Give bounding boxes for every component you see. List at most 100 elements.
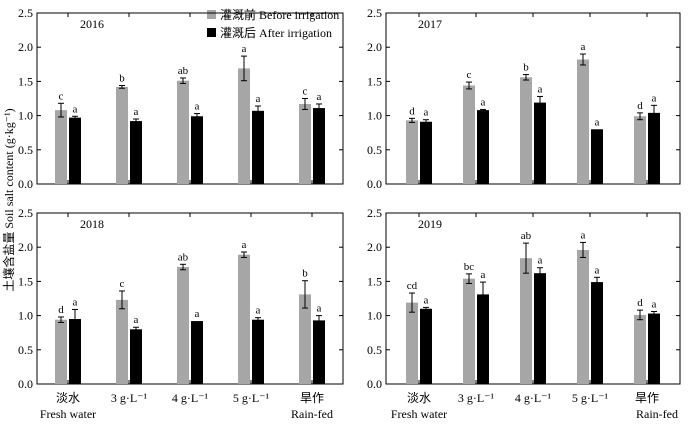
panel-title: 2019	[418, 217, 442, 231]
bar-before	[520, 258, 532, 384]
significance-letter-after: a	[481, 96, 486, 108]
x-label-en-4: Rain-fed	[291, 407, 333, 421]
y-tick-label: 1.0	[18, 309, 33, 323]
significance-letter-before: a	[581, 41, 586, 53]
y-tick-label: 2.0	[367, 40, 382, 54]
y-tick-label: 0.5	[367, 343, 382, 357]
x-label-en-3: 5 g·L⁻¹	[233, 391, 270, 405]
bar-before	[116, 86, 128, 184]
bar-before	[577, 249, 589, 384]
legend: 灌溉前 Before irrigation 灌溉后 After irrigati…	[207, 7, 339, 40]
bar-after	[648, 112, 660, 184]
significance-letter-after: a	[134, 314, 139, 326]
significance-letter-before: a	[242, 239, 247, 251]
y-tick-label: 1.5	[18, 74, 33, 88]
significance-letter-after: a	[424, 294, 429, 306]
bar-before	[463, 278, 475, 384]
bar-after	[130, 121, 142, 184]
bar-after	[591, 129, 603, 184]
legend-swatch-after	[207, 28, 216, 37]
significance-letter-before: b	[523, 62, 529, 74]
significance-letter-after: a	[652, 92, 657, 104]
bar-after	[313, 320, 325, 384]
bar-before	[634, 314, 646, 384]
y-tick-label: 1.0	[367, 309, 382, 323]
y-tick-label: 0.0	[367, 177, 382, 191]
bar-after	[252, 319, 264, 384]
panel-title: 2016	[80, 17, 104, 31]
significance-letter-after: a	[134, 106, 139, 118]
bar-after	[534, 273, 546, 384]
bar-before	[577, 59, 589, 184]
y-tick-label: 2.0	[18, 40, 33, 54]
bar-after	[591, 282, 603, 384]
significance-letter-after: a	[73, 296, 78, 308]
significance-letter-after: a	[595, 264, 600, 276]
bar-before	[520, 77, 532, 184]
x-label-en-2: 4 g·L⁻¹	[172, 391, 209, 405]
bar-before	[177, 80, 189, 184]
x-label-cn-0: 淡水	[56, 391, 80, 405]
bar-before	[238, 254, 250, 384]
y-tick-label: 1.0	[367, 109, 382, 123]
bar-after	[130, 329, 142, 384]
y-tick-label: 2.5	[367, 6, 382, 20]
bar-after	[420, 308, 432, 384]
x-label-en-1-right: 3 g·L⁻¹	[458, 391, 495, 405]
significance-letter-before: d	[58, 304, 64, 316]
significance-letter-after: a	[538, 255, 543, 267]
significance-letter-after: a	[317, 91, 322, 103]
significance-letter-after: a	[195, 101, 200, 113]
bar-after	[69, 319, 81, 384]
bar-after	[534, 102, 546, 184]
bar-before	[406, 120, 418, 184]
significance-letter-before: a	[581, 229, 586, 241]
x-label-en-0: Fresh water	[40, 407, 96, 421]
bar-after	[191, 116, 203, 184]
significance-letter-before: c	[120, 278, 125, 290]
y-tick-label: 0.5	[18, 143, 33, 157]
significance-letter-after: a	[538, 83, 543, 95]
bar-after	[313, 108, 325, 184]
significance-letter-before: c	[59, 90, 64, 102]
x-axis-labels-right: 淡水 Fresh water 3 g·L⁻¹ 4 g·L⁻¹ 5 g·L⁻¹ 旱…	[391, 391, 678, 421]
bar-before	[55, 110, 67, 184]
significance-letter-before: c	[303, 86, 308, 98]
bar-before	[463, 85, 475, 184]
significance-letter-before: c	[467, 69, 472, 81]
significance-letter-after: a	[652, 298, 657, 310]
bar-before	[238, 68, 250, 184]
y-tick-label: 0.0	[18, 377, 33, 391]
bar-before	[634, 116, 646, 184]
significance-letter-after: a	[73, 103, 78, 115]
significance-letter-after: a	[256, 305, 261, 317]
legend-label-after: 灌溉后 After irrigation	[220, 26, 332, 40]
plot-frame	[36, 212, 344, 385]
bar-before	[55, 319, 67, 384]
y-tick-label: 2.0	[367, 240, 382, 254]
bar-before	[299, 103, 311, 184]
y-tick-label: 0.5	[18, 343, 33, 357]
bar-before	[406, 302, 418, 384]
bar-after	[648, 313, 660, 384]
x-label-en-0-right: Fresh water	[391, 407, 447, 421]
bar-after	[477, 110, 489, 184]
bar-before	[299, 294, 311, 384]
bar-after	[69, 117, 81, 184]
significance-letter-after: a	[256, 93, 261, 105]
bar-before	[116, 299, 128, 384]
significance-letter-after: a	[317, 303, 322, 315]
significance-letter-before: cd	[407, 280, 418, 292]
legend-label-before: 灌溉前 Before irrigation	[220, 7, 339, 22]
significance-letter-before: b	[119, 73, 125, 85]
x-label-cn-4-right: 旱作	[635, 391, 659, 405]
significance-letter-after: a	[424, 107, 429, 119]
y-tick-label: 1.0	[18, 109, 33, 123]
significance-letter-before: bc	[464, 261, 475, 273]
bar-before	[177, 267, 189, 384]
bar-after	[252, 110, 264, 184]
y-tick-label: 2.5	[18, 206, 33, 220]
bar-after	[420, 121, 432, 184]
